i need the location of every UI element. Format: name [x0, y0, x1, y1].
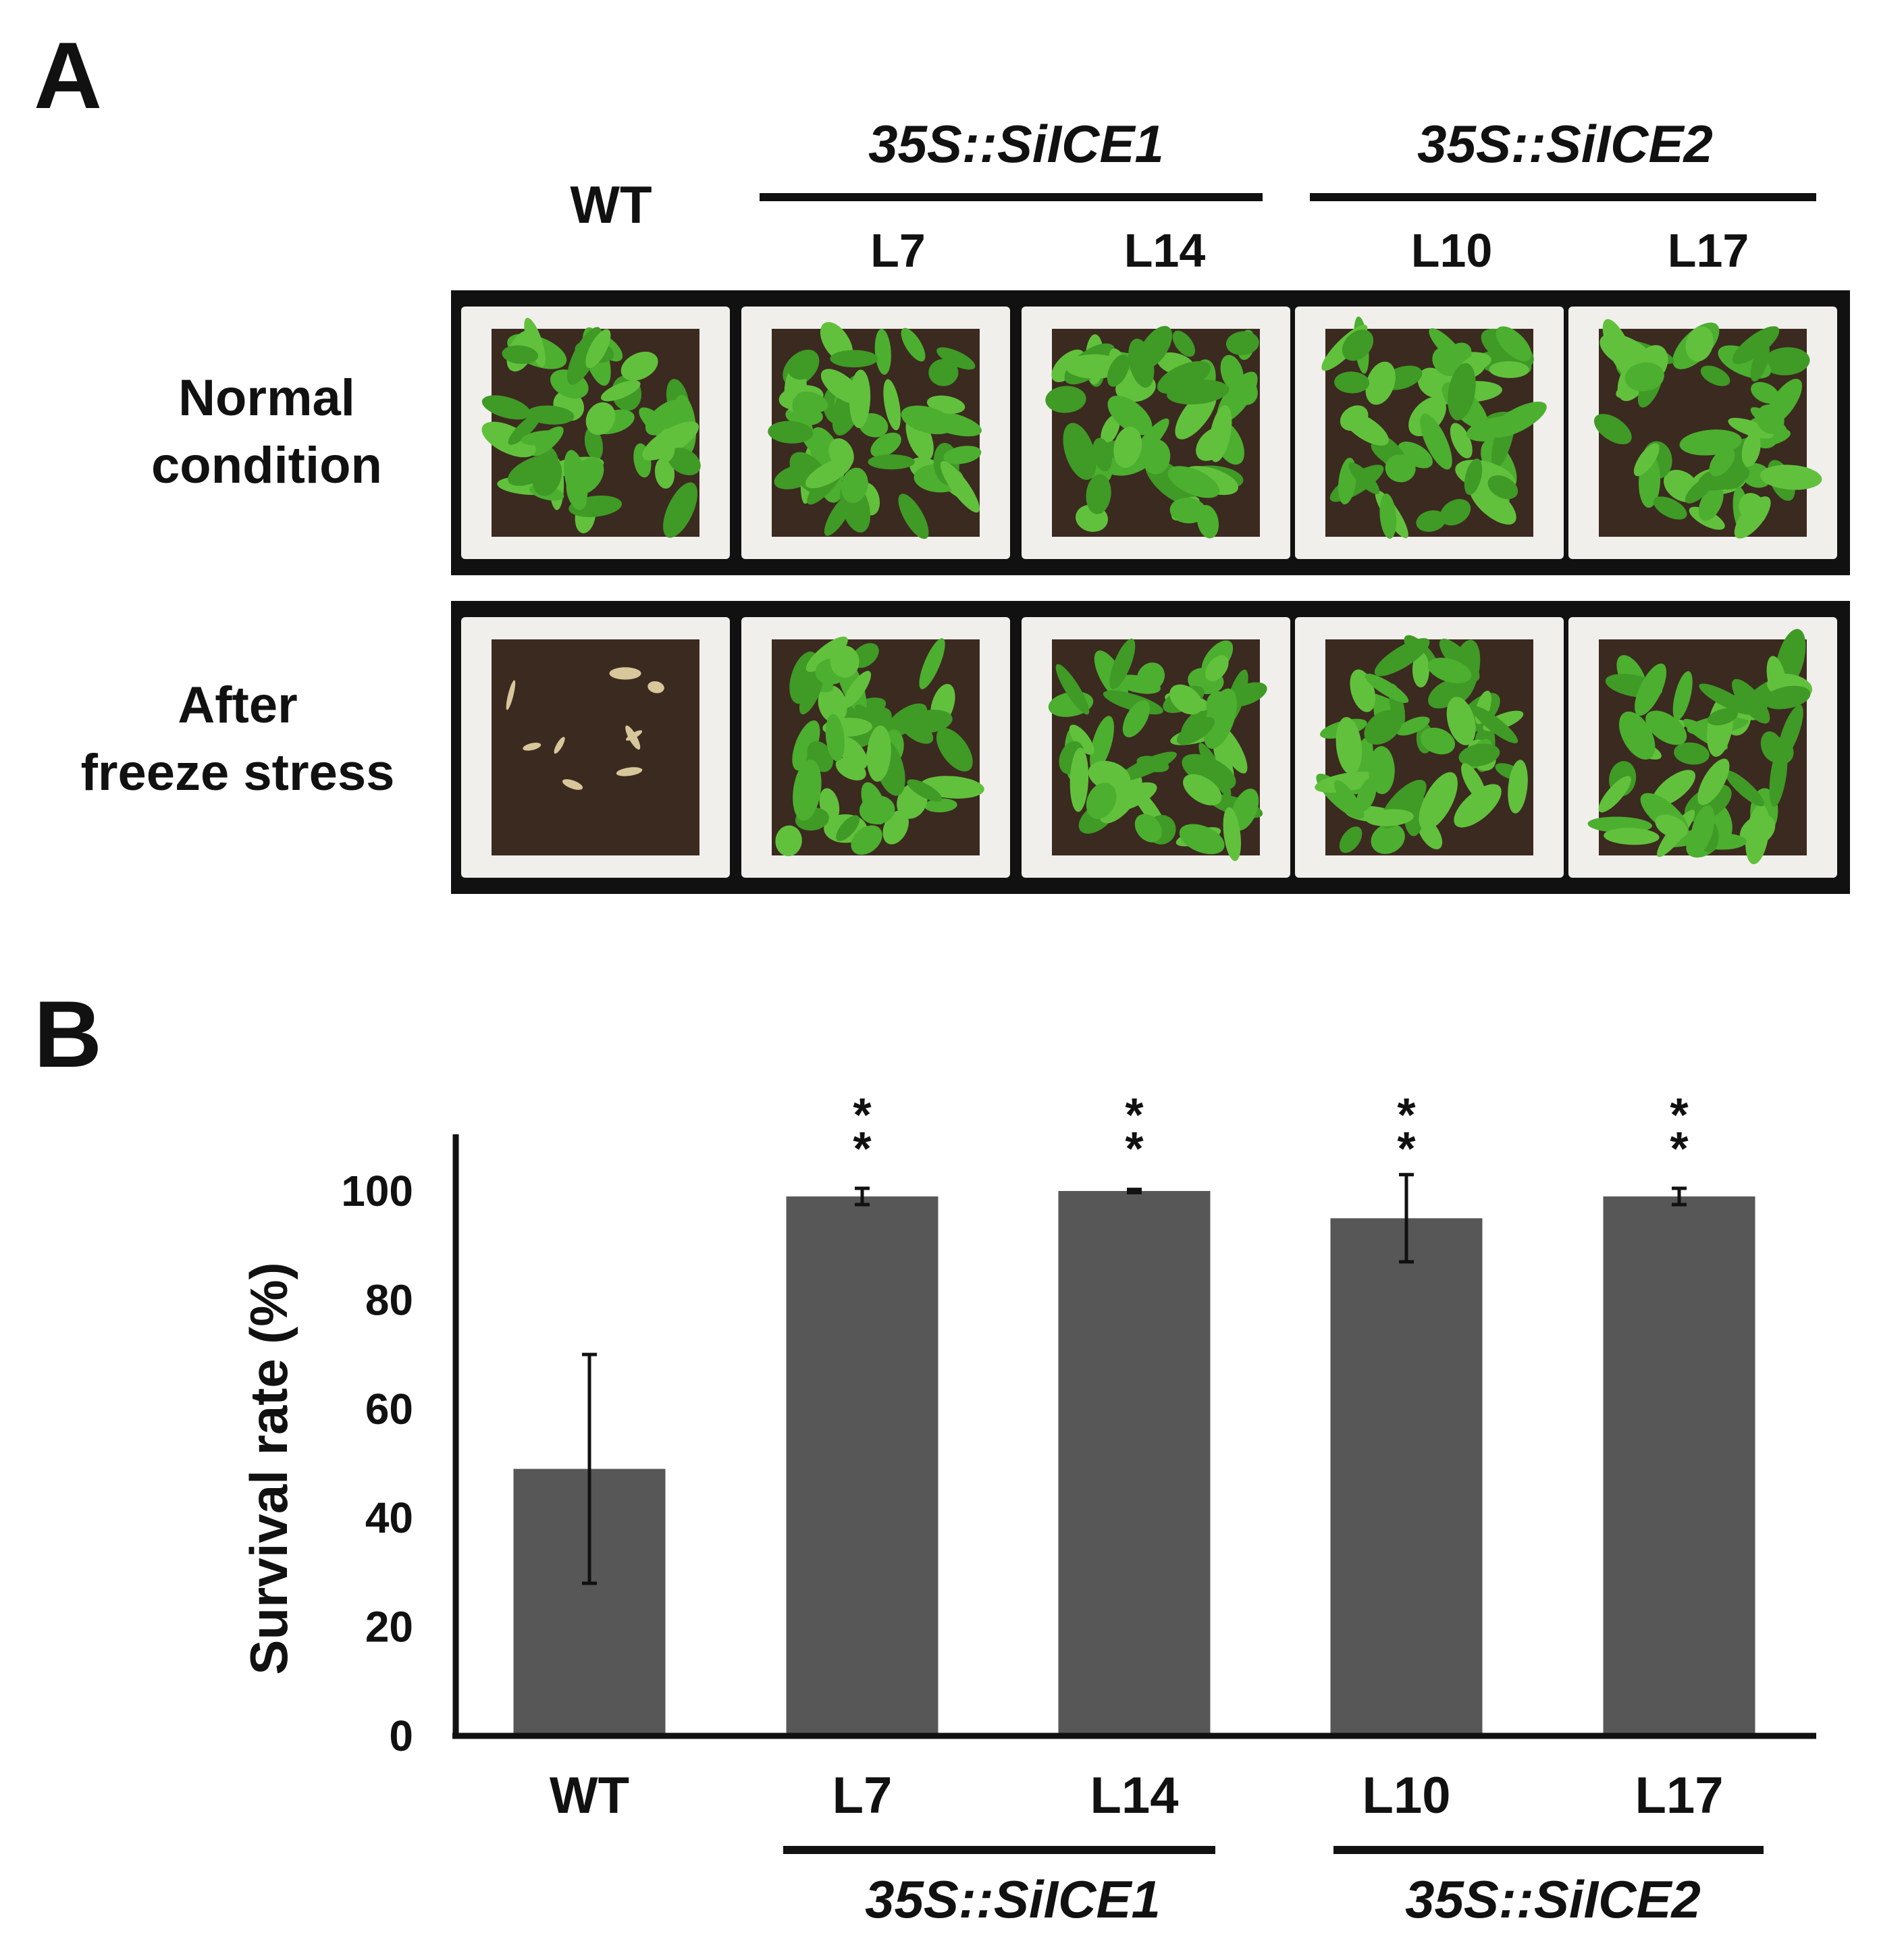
- row-label-freeze-line1: After: [178, 677, 297, 734]
- significance-l17: **: [1670, 1088, 1689, 1175]
- y-tick-label-80: 80: [365, 1275, 413, 1324]
- svg-text:*: *: [1397, 1088, 1416, 1141]
- pot-normal-l7: [741, 307, 1010, 559]
- svg-text:*: *: [1670, 1088, 1689, 1141]
- error-bar-l17: [1672, 1186, 1687, 1207]
- significance-l10: **: [1397, 1088, 1416, 1175]
- group-label-sice2-top: 35S::SiICE2: [1417, 114, 1713, 174]
- row-label-normal-line1: Normal: [178, 369, 355, 427]
- photo-row-normal: [451, 290, 1850, 575]
- line-label-l7-top: L7: [870, 224, 926, 277]
- y-axis-label: Survival rate (%): [239, 1262, 298, 1674]
- pot-freeze-l7: [741, 617, 1010, 878]
- bar-l7: [786, 1196, 938, 1736]
- svg-text:*: *: [853, 1088, 872, 1141]
- x-tick-label-wt: WT: [550, 1767, 629, 1824]
- line-label-l17-top: L17: [1668, 224, 1749, 277]
- svg-text:*: *: [1125, 1122, 1144, 1175]
- error-bar-wt: [582, 1352, 597, 1585]
- pot-freeze-l14: [1022, 617, 1290, 878]
- row-label-normal-line2: condition: [151, 437, 382, 494]
- significance-l14: **: [1125, 1088, 1144, 1175]
- pot-freeze-l10: [1295, 617, 1564, 878]
- x-tick-label-l7: L7: [832, 1767, 893, 1824]
- bar-l17: [1603, 1196, 1755, 1736]
- x-tick-label-l10: L10: [1363, 1767, 1451, 1824]
- significance-l7: **: [853, 1088, 872, 1175]
- error-bar-l14: [1127, 1188, 1142, 1194]
- pot-freeze-wt: [461, 617, 730, 878]
- line-label-l10-top: L10: [1411, 224, 1493, 277]
- y-tick-label-0: 0: [389, 1712, 413, 1760]
- photo-row-freeze: [451, 601, 1850, 894]
- group-label-sice1-bottom: 35S::SiICE1: [865, 1870, 1161, 1929]
- panel-b-letter: B: [34, 981, 102, 1087]
- svg-text:*: *: [1125, 1088, 1144, 1141]
- svg-text:*: *: [853, 1122, 872, 1175]
- svg-text:*: *: [1397, 1122, 1416, 1175]
- bar-l14: [1058, 1191, 1211, 1736]
- y-tick-label-60: 60: [365, 1385, 413, 1433]
- pot-normal-l17: [1568, 307, 1837, 559]
- y-tick-label-40: 40: [365, 1493, 413, 1542]
- x-tick-label-l17: L17: [1635, 1767, 1724, 1824]
- y-tick-label-100: 100: [341, 1167, 413, 1215]
- group-label-sice1-top: 35S::SiICE1: [868, 114, 1164, 174]
- y-tick-label-20: 20: [365, 1603, 413, 1651]
- pot-freeze-l17: [1568, 617, 1837, 878]
- error-bar-l10: [1399, 1173, 1414, 1264]
- line-label-l14-top: L14: [1124, 224, 1206, 277]
- pot-normal-l10: [1295, 307, 1564, 559]
- error-bar-l7: [855, 1186, 870, 1207]
- wt-header-label: WT: [570, 175, 652, 234]
- pot-normal-l14: [1022, 307, 1290, 559]
- pot-normal-wt: [461, 307, 730, 559]
- x-tick-label-l14: L14: [1090, 1767, 1179, 1824]
- row-label-freeze-line2: freeze stress: [81, 744, 395, 801]
- panel-a-letter: A: [34, 22, 102, 128]
- bar-l10: [1330, 1218, 1483, 1736]
- svg-text:*: *: [1670, 1122, 1689, 1175]
- group-label-sice2-bottom: 35S::SiICE2: [1405, 1870, 1701, 1929]
